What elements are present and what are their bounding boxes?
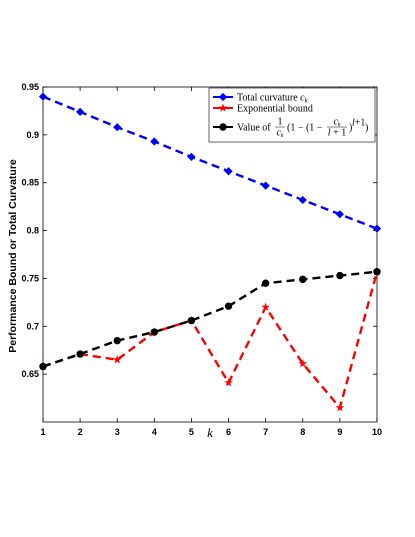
series-exponential-bound-point [335,403,345,412]
y-tick-label: 0.7 [26,321,39,331]
svg-text:(1 − (1 −: (1 − (1 − [287,123,323,134]
svg-text:ck: ck [333,117,340,129]
y-tick-label: 0.65 [21,369,39,379]
series-value-bound-point [336,271,344,280]
series-value-bound-line [42,270,378,368]
y-tick-label: 0.9 [26,130,39,140]
svg-text:Value of: Value of [237,123,271,134]
x-tick-label: 5 [189,427,194,437]
x-tick-label: 6 [226,427,231,437]
series-total-curvature [38,92,382,233]
series-value-bound-point [76,350,84,358]
x-tick-label: 2 [78,427,83,437]
legend-box [208,87,376,143]
series-value-bound-point [150,328,159,336]
series-exponential-bound-point [298,359,308,368]
x-tick-label: 8 [300,427,305,437]
series-exponential-bound-point [261,302,270,311]
series-value-bound-point [261,279,270,287]
series-total-curvature-point [224,167,233,176]
svg-text:): ) [365,123,368,134]
y-tick-label: 0.85 [21,178,39,188]
series-total-curvature-point [298,195,307,205]
series-total-curvature-point [372,224,382,233]
series-total-curvature-point [335,210,344,219]
y-tick-label: 0.95 [21,82,39,92]
series-exponential-bound-line [42,271,379,411]
series-total-curvature-point [150,137,159,146]
series-value-bound-point [299,275,307,284]
x-tick-label: 4 [152,427,157,437]
x-tick-label: 3 [115,427,120,437]
series-value-bound [39,268,381,371]
y-axis-label: Performance Bound or Total Curvature [7,159,19,353]
series-total-curvature-line [42,95,378,230]
series-exponential-bound [38,267,382,412]
x-axis-label: k [207,425,213,440]
series-total-curvature-point [76,107,85,116]
x-tick-label: 1 [40,427,45,437]
series-value-bound-point [224,302,233,310]
y-axis: 0.65 0.7 0.75 0.8 0.85 0.9 0.95 [21,82,377,379]
series-total-curvature-point [261,181,270,190]
series-value-bound-point [113,336,121,345]
series-value-bound-point [373,268,381,276]
y-tick-label: 0.75 [21,273,39,283]
series-layer [38,92,382,412]
series-total-curvature-point [113,123,122,132]
series-total-curvature-point [187,152,196,161]
series-exponential-bound-point [224,378,233,387]
x-tick-label: 9 [337,427,342,437]
series-exponential-bound-legend-marker [218,103,228,112]
series-value-bound-point [39,362,47,371]
x-tick-label: 10 [372,427,382,437]
svg-text:l + 1: l + 1 [328,128,346,139]
legend-label-exponential-bound: Exponential bound [237,104,313,115]
plot-frame [42,86,378,423]
series-total-curvature-legend-marker [218,92,228,102]
series-value-bound-legend-marker [219,123,227,131]
legend-label-total-curvature: Total curvature ck [237,93,309,105]
svg-text:ck: ck [276,128,283,140]
series-exponential-bound-point [112,355,122,364]
svg-text:): ) [349,123,352,134]
y-tick-label: 0.8 [26,226,39,236]
svg-text:l+1: l+1 [352,118,365,129]
plot-area [42,86,378,423]
series-value-bound-point [187,316,196,325]
svg-text:1: 1 [278,117,283,128]
x-tick-label: 7 [263,427,268,437]
series-total-curvature-point [38,92,48,101]
